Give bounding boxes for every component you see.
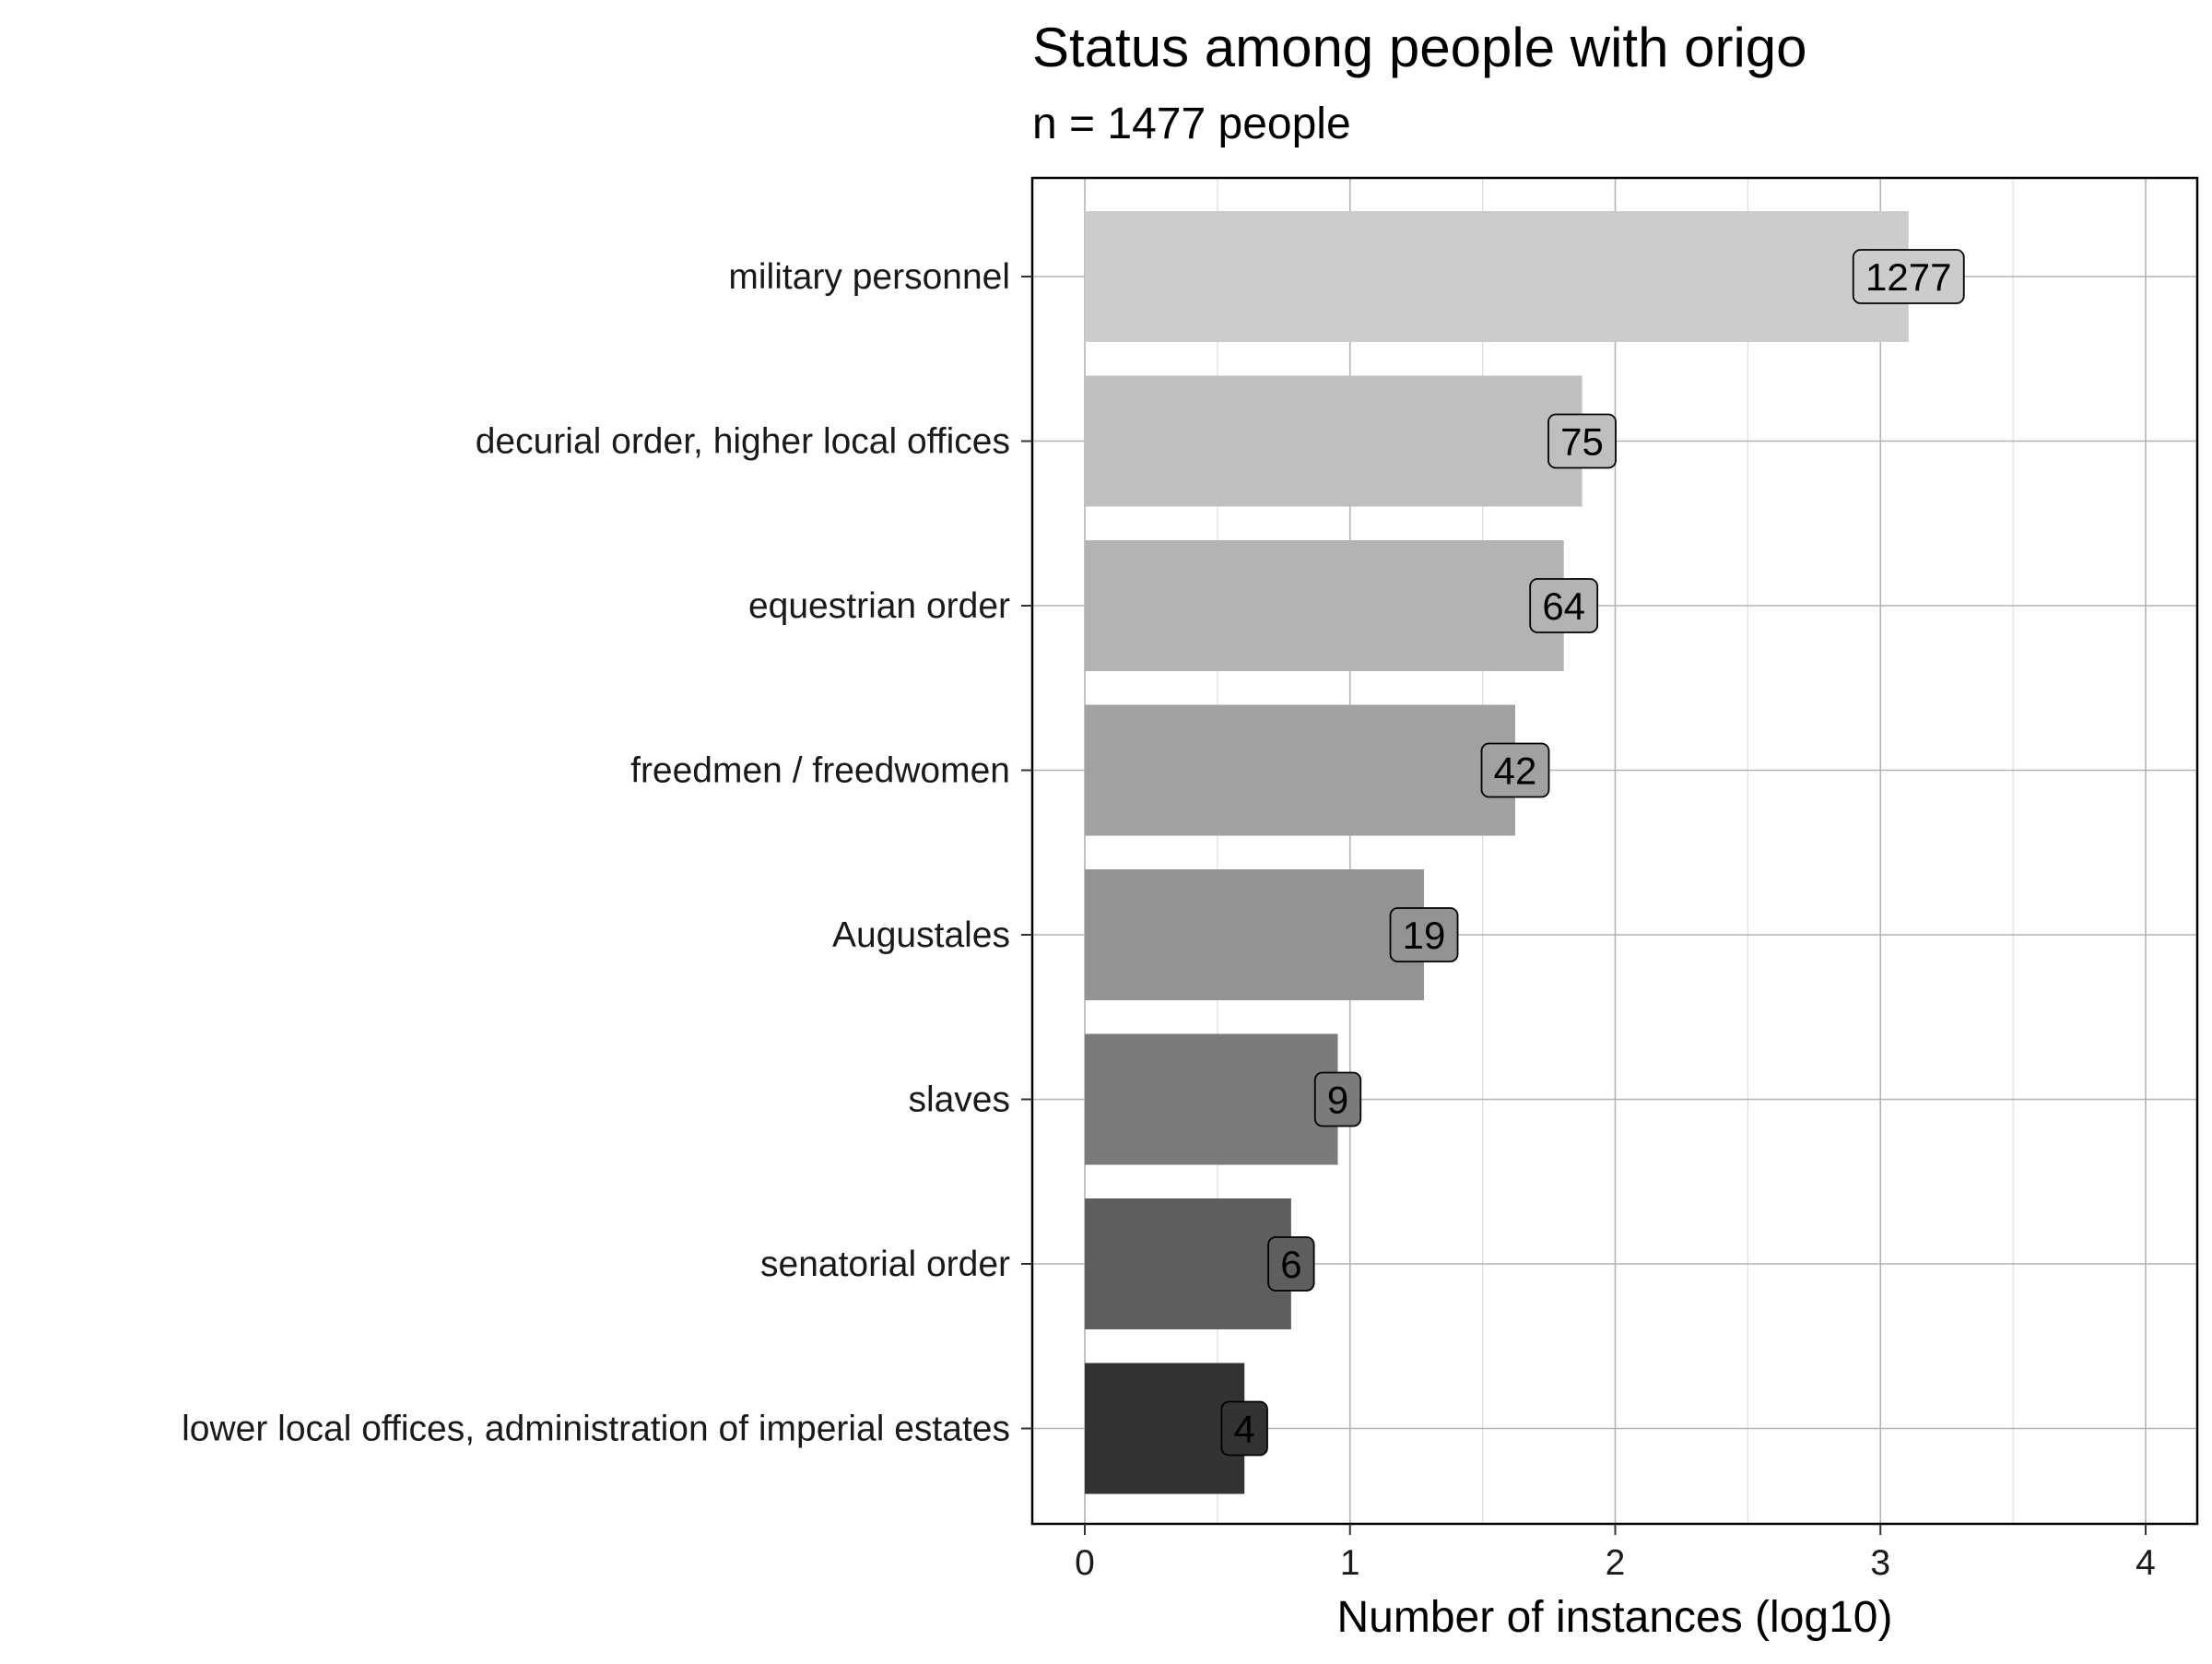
data-label: 6: [1267, 1236, 1315, 1292]
bar: [1085, 1363, 1245, 1494]
data-label: 1277: [1852, 249, 1965, 304]
bar: [1085, 1033, 1338, 1165]
bar: [1085, 704, 1516, 836]
y-tick-label: decurial order, higher local offices: [476, 422, 1010, 462]
bar: [1085, 375, 1583, 507]
data-label-text: 4: [1234, 1408, 1255, 1451]
bar: [1085, 211, 1909, 342]
y-tick-label: freedmen / freedwomen: [630, 751, 1010, 791]
data-label-text: 9: [1327, 1079, 1348, 1122]
y-tick-label: senatorial order: [760, 1245, 1010, 1284]
y-tick-label: equestrian order: [748, 586, 1010, 626]
data-label-text: 19: [1403, 914, 1446, 957]
y-axis: military personnel decurial order, higher…: [182, 257, 1032, 1449]
data-label: 4: [1220, 1400, 1268, 1457]
x-axis-title: Number of instances (log10): [1337, 1593, 1893, 1642]
x-tick-label: 2: [1606, 1543, 1626, 1583]
data-label: 75: [1547, 413, 1617, 469]
y-tick-label: lower local offices, administration of i…: [182, 1410, 1010, 1449]
data-label: 9: [1313, 1071, 1362, 1127]
bar: [1085, 1198, 1291, 1329]
data-label-text: 1277: [1865, 255, 1951, 299]
data-label-text: 6: [1280, 1243, 1301, 1286]
x-tick-label: 0: [1075, 1543, 1095, 1583]
data-label-text: 42: [1494, 749, 1537, 793]
data-label-text: 64: [1542, 584, 1585, 628]
data-label-box: [1313, 1071, 1362, 1127]
chart-subtitle: n = 1477 people: [1032, 100, 1351, 148]
data-label: 64: [1529, 578, 1599, 633]
data-label-box: [1529, 578, 1599, 633]
data-label: 42: [1480, 742, 1550, 798]
data-label-box: [1480, 742, 1550, 798]
bar: [1085, 869, 1425, 1000]
y-tick-label: slaves: [908, 1080, 1010, 1120]
data-label-text: 75: [1560, 420, 1604, 464]
x-tick-label: 4: [2136, 1543, 2156, 1583]
chart-title: Status among people with origo: [1032, 17, 1807, 78]
x-tick-label: 3: [1870, 1543, 1890, 1583]
y-tick-label: military personnel: [728, 257, 1010, 297]
y-tick-label: Augustales: [832, 915, 1010, 955]
bar: [1085, 540, 1564, 671]
data-label-box: [1852, 249, 1965, 304]
data-label-box: [1220, 1400, 1268, 1457]
data-label-box: [1547, 413, 1617, 469]
x-axis: 0 1 2 3 4: [1075, 1524, 2156, 1583]
data-label: 19: [1389, 907, 1459, 962]
bars: [1085, 211, 1909, 1494]
x-tick-label: 1: [1340, 1543, 1360, 1583]
data-label-box: [1389, 907, 1459, 962]
data-label-box: [1267, 1236, 1315, 1292]
